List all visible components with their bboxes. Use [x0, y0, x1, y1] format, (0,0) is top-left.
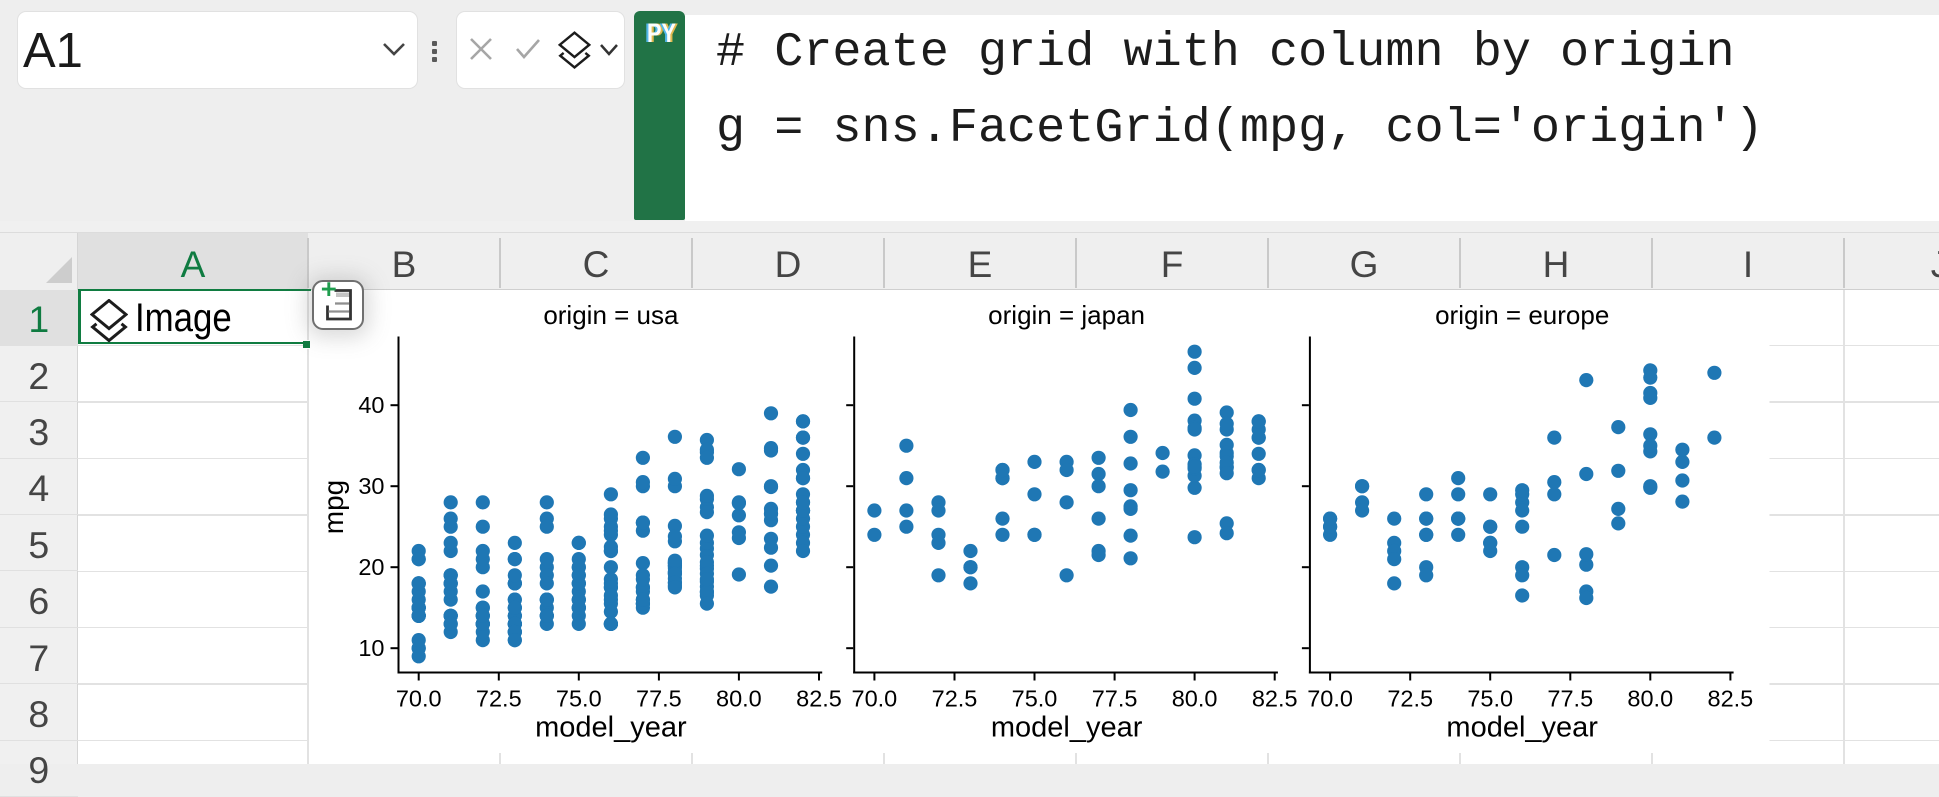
svg-text:80.0: 80.0 — [1172, 686, 1218, 712]
svg-text:30: 30 — [358, 473, 384, 499]
svg-text:10: 10 — [358, 635, 384, 661]
svg-text:20: 20 — [358, 554, 384, 580]
svg-text:77.5: 77.5 — [636, 686, 682, 712]
svg-text:72.5: 72.5 — [1387, 686, 1433, 712]
svg-text:72.5: 72.5 — [476, 686, 522, 712]
svg-text:model_year: model_year — [1446, 712, 1598, 744]
svg-text:40: 40 — [358, 392, 384, 418]
svg-text:origin = usa: origin = usa — [543, 300, 679, 330]
svg-text:75.0: 75.0 — [1012, 686, 1058, 712]
svg-text:82.5: 82.5 — [1252, 686, 1298, 712]
svg-text:mpg: mpg — [318, 480, 349, 534]
svg-text:model_year: model_year — [991, 712, 1143, 744]
svg-text:model_year: model_year — [535, 712, 687, 744]
svg-text:80.0: 80.0 — [1627, 686, 1673, 712]
svg-text:75.0: 75.0 — [556, 686, 602, 712]
svg-text:origin = japan: origin = japan — [988, 300, 1145, 330]
svg-text:70.0: 70.0 — [852, 686, 898, 712]
svg-text:75.0: 75.0 — [1467, 686, 1513, 712]
svg-text:82.5: 82.5 — [1708, 686, 1754, 712]
svg-text:80.0: 80.0 — [716, 686, 762, 712]
svg-text:77.5: 77.5 — [1547, 686, 1593, 712]
svg-text:72.5: 72.5 — [932, 686, 978, 712]
svg-text:70.0: 70.0 — [1307, 686, 1353, 712]
svg-text:82.5: 82.5 — [796, 686, 842, 712]
svg-text:77.5: 77.5 — [1092, 686, 1138, 712]
svg-text:70.0: 70.0 — [396, 686, 442, 712]
svg-text:origin = europe: origin = europe — [1435, 300, 1609, 330]
